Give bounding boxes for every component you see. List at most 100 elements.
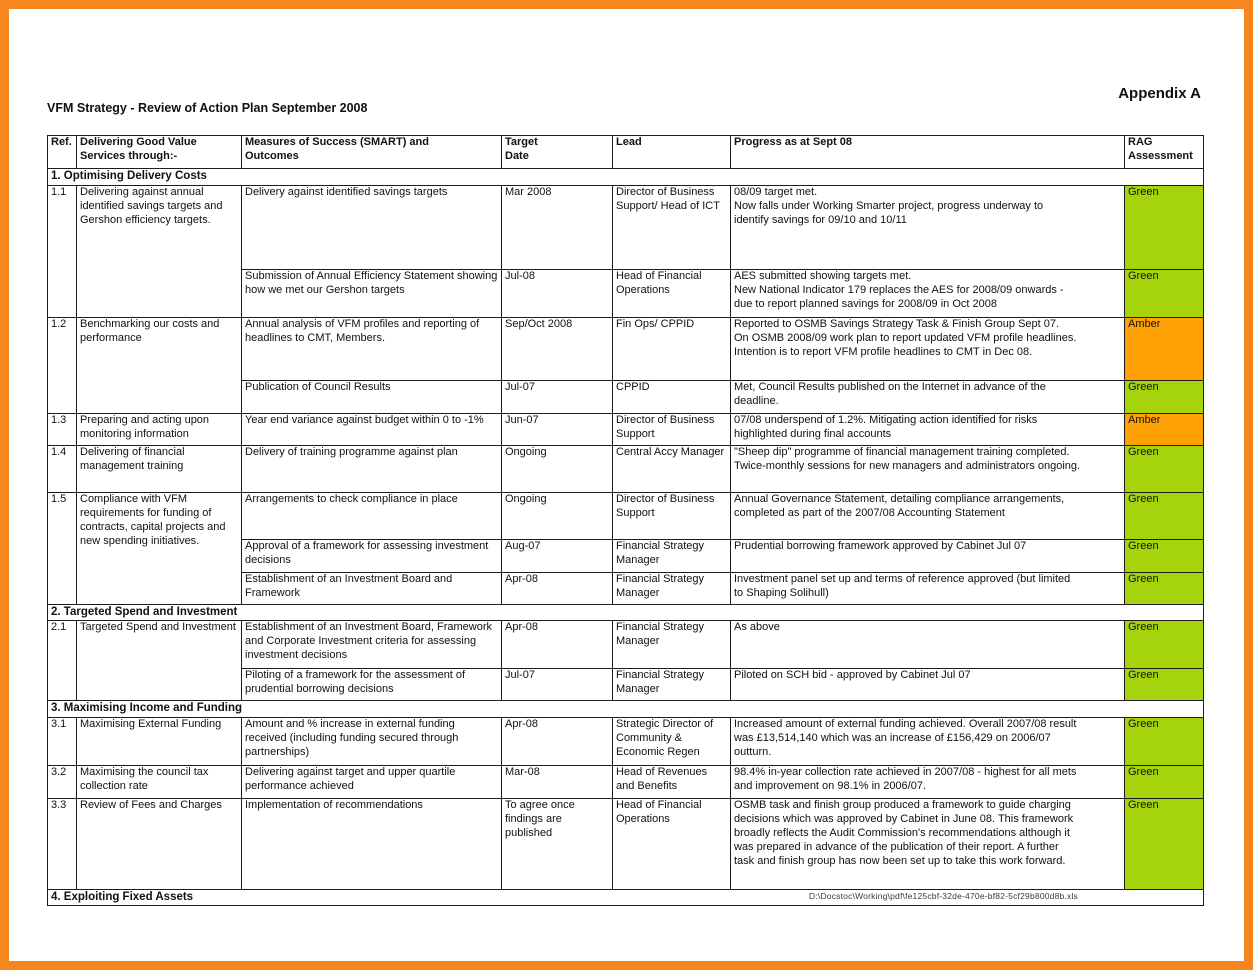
cell-service: Benchmarking our costs and performance bbox=[76, 316, 242, 414]
cell-target-date: Sep/Oct 2008 bbox=[501, 316, 613, 381]
cell-service: Delivering of financial management train… bbox=[76, 444, 242, 493]
cell-target-date: Apr-08 bbox=[501, 716, 613, 766]
cell-lead: Financial Strategy Manager bbox=[612, 571, 731, 605]
cell-service: Targeted Spend and Investment bbox=[76, 620, 242, 702]
cell-rag: Green bbox=[1124, 571, 1204, 605]
cell-progress: Piloted on SCH bid - approved by Cabinet… bbox=[730, 668, 1125, 702]
table-row: 1.1 Delivering against annual identified … bbox=[47, 184, 1204, 318]
cell-service: Preparing and acting upon monitoring inf… bbox=[76, 412, 242, 446]
cell-measure: Year end variance against budget within … bbox=[241, 412, 502, 446]
table-row: 3.1 Maximising External Funding Amount and… bbox=[47, 716, 1204, 766]
section-title: 4. Exploiting Fixed Assets bbox=[47, 888, 1204, 907]
cell-progress: 08/09 target met. Now falls under Workin… bbox=[730, 184, 1125, 270]
page-title: VFM Strategy - Review of Action Plan Sep… bbox=[47, 101, 368, 115]
cell-target-date: To agree once findings are published bbox=[501, 797, 613, 890]
cell-target-date: Apr-08 bbox=[501, 571, 613, 605]
cell-lead: Central Accy Manager bbox=[612, 444, 731, 493]
cell-progress: Increased amount of external funding ach… bbox=[730, 716, 1125, 766]
cell-ref: 3.3 bbox=[47, 797, 77, 890]
cell-lead: Financial Strategy Manager bbox=[612, 538, 731, 573]
cell-rag: Green bbox=[1124, 797, 1204, 890]
cell-progress: "Sheep dip" programme of financial manag… bbox=[730, 444, 1125, 493]
cell-ref: 1.4 bbox=[47, 444, 77, 493]
cell-progress: Reported to OSMB Savings Strategy Task &… bbox=[730, 316, 1125, 381]
section-title: 1. Optimising Delivery Costs bbox=[47, 168, 1204, 186]
cell-service: Maximising External Funding bbox=[76, 716, 242, 766]
column-header-lead: Lead bbox=[612, 135, 731, 169]
cell-lead: Fin Ops/ CPPID bbox=[612, 316, 731, 381]
table-row: Establishment of an Investment Board and… bbox=[48, 571, 1204, 605]
cell-rag: Green bbox=[1124, 538, 1204, 573]
cell-measure: Delivering against target and upper quar… bbox=[241, 764, 502, 799]
footer-file-path: D:\Docstoc\Working\pdf\fe125cbf-32de-470… bbox=[808, 891, 1078, 901]
cell-target-date: Aug-07 bbox=[501, 538, 613, 573]
cell-ref: 3.2 bbox=[47, 764, 77, 799]
cell-progress: As above bbox=[730, 620, 1125, 670]
cell-rag: Amber bbox=[1124, 412, 1204, 446]
cell-progress: Investment panel set up and terms of ref… bbox=[730, 571, 1125, 605]
column-header-target-date: Target Date bbox=[501, 135, 613, 169]
table-row: Piloting of a framework for the assessme… bbox=[48, 668, 1204, 702]
cell-progress: 07/08 underspend of 1.2%. Mitigating act… bbox=[730, 412, 1125, 446]
table-row: 1.4 Delivering of financial management tr… bbox=[47, 444, 1204, 493]
table-row: 1.2 Benchmarking our costs and performanc… bbox=[47, 316, 1204, 414]
cell-rag: Green bbox=[1124, 268, 1204, 318]
cell-lead: Head of Financial Operations bbox=[612, 797, 731, 890]
cell-rag: Green bbox=[1124, 620, 1204, 670]
cell-ref: 1.5 bbox=[47, 491, 77, 605]
cell-ref: 1.1 bbox=[47, 184, 77, 318]
section-header-row: 3. Maximising Income and Funding bbox=[47, 700, 1204, 718]
cell-progress: 98.4% in-year collection rate achieved i… bbox=[730, 764, 1125, 799]
cell-target-date: Mar 2008 bbox=[501, 184, 613, 270]
cell-rag: Green bbox=[1124, 379, 1204, 414]
cell-lead: CPPID bbox=[612, 379, 731, 414]
cell-service: Maximising the council tax collection ra… bbox=[76, 764, 242, 799]
table-row: Publication of Council Results Jul-07 CPPI… bbox=[48, 379, 1204, 414]
cell-lead: Financial Strategy Manager bbox=[612, 620, 731, 670]
column-header-ref: Ref. bbox=[47, 135, 77, 169]
cell-target-date: Apr-08 bbox=[501, 620, 613, 670]
cell-service: Review of Fees and Charges bbox=[76, 797, 242, 890]
cell-target-date: Jul-07 bbox=[501, 379, 613, 414]
table-header-row: Ref. Delivering Good Value Services thro… bbox=[47, 135, 1204, 169]
cell-rag: Amber bbox=[1124, 316, 1204, 381]
action-plan-table: Ref. Delivering Good Value Services thro… bbox=[47, 135, 1204, 907]
column-header-services: Delivering Good Value Services through:- bbox=[76, 135, 242, 169]
cell-progress: OSMB task and finish group produced a fr… bbox=[730, 797, 1125, 890]
cell-ref: 2.1 bbox=[47, 620, 77, 702]
cell-rag: Green bbox=[1124, 184, 1204, 270]
cell-progress: Met, Council Results published on the In… bbox=[730, 379, 1125, 414]
cell-target-date: Ongoing bbox=[501, 491, 613, 540]
cell-lead: Director of Business Support bbox=[612, 412, 731, 446]
cell-rag: Green bbox=[1124, 716, 1204, 766]
cell-measure: Establishment of an Investment Board and… bbox=[241, 571, 502, 605]
cell-measure: Amount and % increase in external fundin… bbox=[241, 716, 502, 766]
cell-measure: Publication of Council Results bbox=[241, 379, 502, 414]
cell-service: Delivering against annual identified sav… bbox=[76, 184, 242, 318]
table-row: 3.2 Maximising the council tax collection… bbox=[47, 764, 1204, 799]
cell-lead: Financial Strategy Manager bbox=[612, 668, 731, 702]
cell-measure: Approval of a framework for assessing in… bbox=[241, 538, 502, 573]
cell-lead: Strategic Director of Community & Econom… bbox=[612, 716, 731, 766]
cell-measure: Delivery of training programme against p… bbox=[241, 444, 502, 493]
cell-measure: Establishment of an Investment Board, Fr… bbox=[241, 620, 502, 670]
table-row: 3.3 Review of Fees and Charges Implementat… bbox=[47, 797, 1204, 890]
section-header-row: 2. Targeted Spend and Investment bbox=[47, 603, 1204, 622]
cell-measure: Delivery against identified savings targ… bbox=[241, 184, 502, 270]
cell-lead: Director of Business Support/ Head of IC… bbox=[612, 184, 731, 270]
cell-measure: Arrangements to check compliance in plac… bbox=[241, 491, 502, 540]
table-row: 1.5 Compliance with VFM requirements for … bbox=[47, 491, 1204, 605]
cell-progress: Annual Governance Statement, detailing c… bbox=[730, 491, 1125, 540]
cell-target-date: Ongoing bbox=[501, 444, 613, 493]
cell-target-date: Jul-07 bbox=[501, 668, 613, 702]
column-header-measures: Measures of Success (SMART) and Outcomes bbox=[241, 135, 502, 169]
cell-measure: Submission of Annual Efficiency Statemen… bbox=[241, 268, 502, 318]
cell-target-date: Jun-07 bbox=[501, 412, 613, 446]
cell-measure: Implementation of recommendations bbox=[241, 797, 502, 890]
cell-rag: Green bbox=[1124, 668, 1204, 702]
cell-rag: Green bbox=[1124, 444, 1204, 493]
cell-measure: Piloting of a framework for the assessme… bbox=[241, 668, 502, 702]
cell-rag: Green bbox=[1124, 764, 1204, 799]
cell-ref: 1.3 bbox=[47, 412, 77, 446]
section-title: 3. Maximising Income and Funding bbox=[47, 700, 1204, 718]
